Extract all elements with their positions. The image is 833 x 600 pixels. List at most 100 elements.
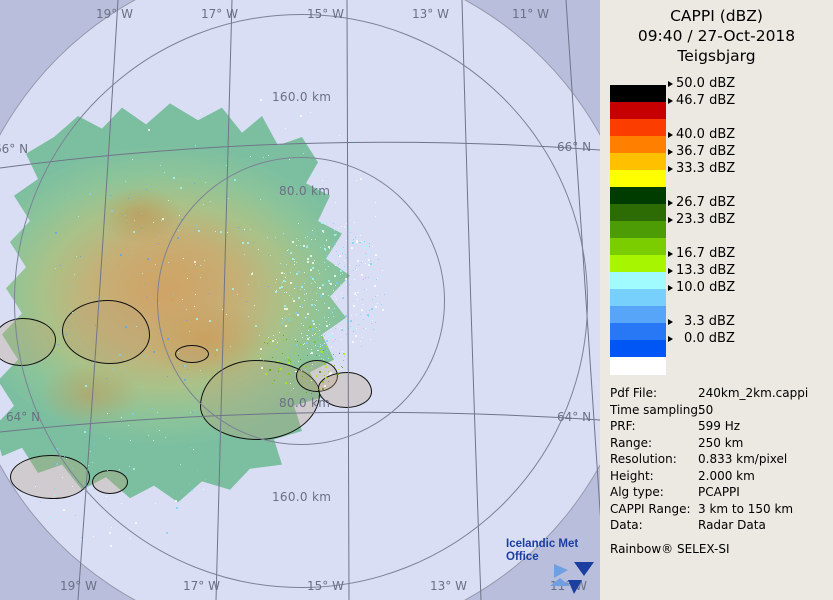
radar-echo-pixel bbox=[237, 218, 238, 219]
radar-echo-pixel bbox=[334, 365, 335, 366]
radar-echo-pixel bbox=[234, 179, 236, 181]
radar-echo-pixel bbox=[304, 272, 305, 273]
radar-echo-pixel bbox=[333, 256, 334, 257]
radar-echo-pixel bbox=[90, 451, 91, 452]
radar-echo-pixel bbox=[309, 337, 310, 338]
radar-echo-pixel bbox=[356, 269, 357, 270]
radar-echo-pixel bbox=[324, 248, 325, 249]
radar-echo-pixel bbox=[281, 322, 283, 324]
radar-echo-pixel bbox=[323, 232, 324, 233]
radar-echo-pixel bbox=[325, 377, 327, 379]
radar-echo-pixel bbox=[296, 245, 297, 246]
legend-color-band bbox=[610, 136, 666, 154]
radar-echo-pixel bbox=[331, 346, 332, 347]
radar-echo-pixel bbox=[295, 353, 296, 354]
legend-tick-label: 40.0 dBZ bbox=[676, 127, 736, 142]
radar-echo-pixel bbox=[183, 258, 184, 259]
legend-color-band bbox=[610, 255, 666, 273]
radar-echo-pixel bbox=[285, 357, 286, 358]
radar-echo-pixel bbox=[333, 223, 334, 224]
radar-echo-pixel bbox=[375, 322, 376, 323]
radar-echo-pixel bbox=[296, 238, 297, 239]
radar-echo-pixel bbox=[294, 353, 295, 354]
radar-echo-pixel bbox=[260, 99, 262, 101]
radar-echo-pixel bbox=[146, 297, 147, 298]
radar-echo-pixel bbox=[372, 264, 373, 265]
radar-echo-pixel bbox=[363, 323, 364, 324]
radar-echo-pixel bbox=[307, 348, 308, 349]
legend-tick-arrow-icon bbox=[668, 98, 673, 104]
radar-echo-pixel bbox=[311, 349, 312, 350]
radar-echo-pixel bbox=[319, 324, 320, 325]
radar-echo-pixel bbox=[301, 301, 302, 302]
icelandic-met-office-logo[interactable]: Icelandic Met Office bbox=[506, 538, 598, 596]
radar-echo-pixel bbox=[83, 252, 84, 253]
radar-echo-pixel bbox=[342, 349, 343, 350]
glacier-outline bbox=[10, 455, 90, 499]
radar-echo-pixel bbox=[328, 371, 329, 372]
radar-echo-pixel bbox=[336, 251, 337, 252]
radar-echo-pixel bbox=[94, 443, 95, 444]
radar-echo-pixel bbox=[355, 237, 356, 238]
radar-echo-pixel bbox=[341, 329, 343, 331]
radar-echo-pixel bbox=[284, 292, 285, 293]
radar-echo-pixel bbox=[168, 262, 169, 263]
legend-tick-arrow-icon bbox=[668, 166, 673, 172]
radar-echo-pixel bbox=[288, 319, 290, 321]
radar-echo-pixel bbox=[326, 240, 327, 241]
radar-echo-pixel bbox=[357, 292, 358, 293]
radar-echo-pixel bbox=[270, 255, 271, 256]
radar-echo-pixel bbox=[328, 358, 329, 359]
radar-echo-pixel bbox=[66, 458, 67, 459]
radar-echo-pixel bbox=[361, 262, 362, 263]
latitude-label-left: 64° N bbox=[6, 410, 41, 424]
radar-echo-pixel bbox=[313, 234, 314, 235]
radar-echo-pixel bbox=[176, 505, 177, 506]
radar-echo-pixel bbox=[303, 344, 304, 345]
radar-echo-pixel bbox=[56, 448, 58, 450]
radar-echo-pixel bbox=[356, 180, 357, 181]
radar-echo-pixel bbox=[360, 235, 361, 236]
radar-echo-pixel bbox=[288, 362, 290, 364]
radar-echo-pixel bbox=[346, 257, 347, 258]
radar-echo-pixel bbox=[324, 303, 325, 304]
radar-echo-pixel bbox=[184, 365, 186, 367]
radar-echo-pixel bbox=[381, 276, 382, 277]
radar-echo-pixel bbox=[89, 297, 90, 298]
radar-echo-pixel bbox=[189, 484, 190, 485]
radar-echo-pixel bbox=[158, 243, 159, 244]
radar-echo-pixel bbox=[60, 265, 61, 266]
radar-echo-pixel bbox=[375, 306, 377, 308]
radar-echo-pixel bbox=[368, 264, 370, 266]
radar-echo-pixel bbox=[292, 258, 294, 260]
radar-echo-pixel bbox=[167, 338, 169, 340]
legend-color-band bbox=[610, 323, 666, 341]
radar-echo-pixel bbox=[326, 321, 327, 322]
radar-echo-pixel bbox=[315, 362, 316, 363]
radar-echo-pixel bbox=[182, 299, 183, 300]
radar-echo-pixel bbox=[106, 496, 107, 497]
radar-echo-pixel bbox=[322, 284, 324, 286]
radar-echo-pixel bbox=[334, 230, 335, 231]
radar-echo-pixel bbox=[286, 339, 287, 340]
radar-echo-pixel bbox=[141, 227, 142, 228]
legend-tick-label: 36.7 dBZ bbox=[676, 144, 736, 159]
vendor-credit: Rainbow® SELEX-SI bbox=[610, 542, 730, 556]
radar-echo-pixel bbox=[311, 367, 312, 368]
radar-echo-pixel bbox=[260, 348, 262, 350]
radar-echo-pixel bbox=[250, 156, 251, 157]
latitude-label-right: 66° N bbox=[557, 140, 592, 154]
radar-echo-pixel bbox=[281, 272, 283, 274]
radar-echo-pixel bbox=[341, 226, 342, 227]
radar-echo-pixel bbox=[125, 181, 126, 182]
radar-echo-pixel bbox=[306, 342, 308, 344]
metadata-value: 50 bbox=[698, 402, 714, 417]
radar-echo-pixel bbox=[303, 245, 305, 247]
radar-echo-pixel bbox=[372, 299, 373, 300]
radar-echo-pixel bbox=[309, 273, 310, 274]
radar-echo-pixel bbox=[361, 322, 362, 323]
radar-echo-pixel bbox=[284, 273, 285, 274]
radar-echo-pixel bbox=[180, 187, 182, 189]
dbz-color-legend[interactable]: 50.0 dBZ 46.7 dBZ 40.0 dBZ 36.7 dBZ 33.3 dBZ… bbox=[610, 76, 823, 375]
radar-map-panel[interactable]: 160.0 km 80.0 km 80.0 km 160.0 km 19° W … bbox=[0, 0, 600, 600]
